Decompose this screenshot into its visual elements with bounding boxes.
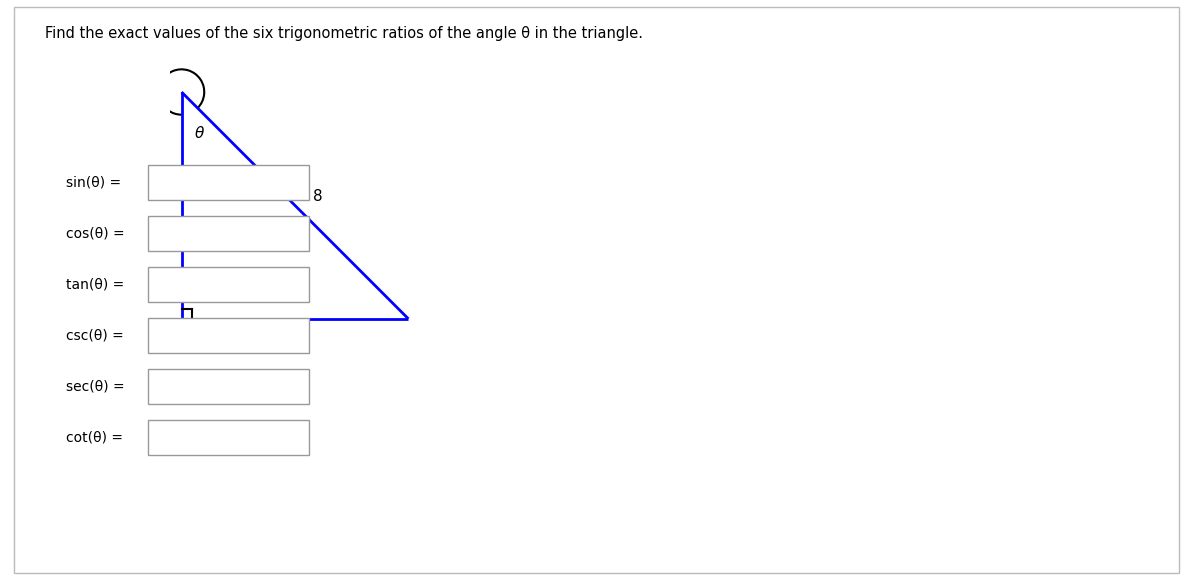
Bar (148, 267, 309, 302)
Text: sin(θ) =: sin(θ) = (66, 176, 120, 190)
Text: 8: 8 (313, 189, 323, 204)
Bar (148, 369, 309, 404)
Text: Find the exact values of the six trigonometric ratios of the angle θ in the tria: Find the exact values of the six trigono… (45, 26, 643, 41)
Text: cot(θ) =: cot(θ) = (66, 431, 123, 445)
Text: csc(θ) =: csc(θ) = (66, 329, 123, 343)
Text: cos(θ) =: cos(θ) = (66, 227, 124, 241)
Bar (148, 318, 309, 353)
Text: tan(θ) =: tan(θ) = (66, 278, 124, 292)
Bar (148, 165, 309, 200)
Text: 7: 7 (290, 339, 299, 354)
Text: sec(θ) =: sec(θ) = (66, 380, 124, 394)
Bar (148, 216, 309, 251)
Text: θ: θ (196, 126, 204, 141)
Bar (148, 420, 309, 455)
